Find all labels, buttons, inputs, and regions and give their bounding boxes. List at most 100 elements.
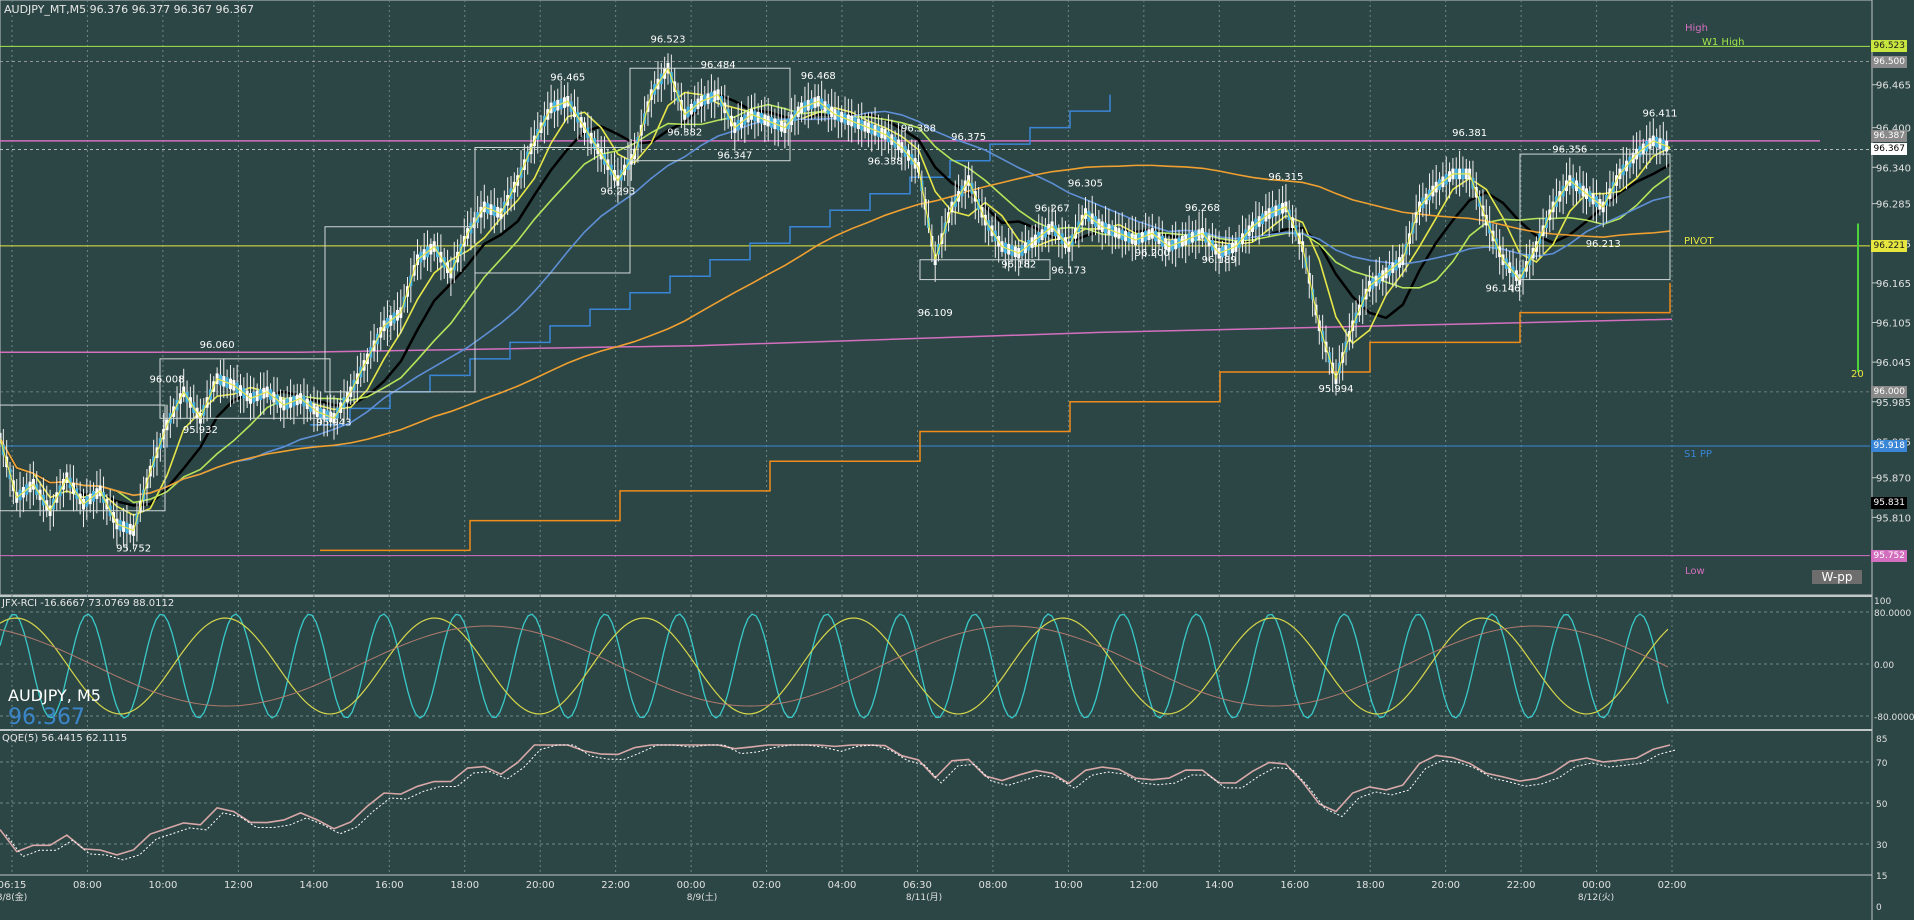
x-tick-label: 20:00 <box>1431 880 1460 891</box>
rci-yellow-line <box>0 617 1669 715</box>
y-tick-label: 96.400 <box>1876 124 1911 135</box>
qqe-axis-label: 70 <box>1876 759 1888 769</box>
ma-pink-line <box>0 318 1673 353</box>
y-tick-label: 96.105 <box>1876 319 1911 330</box>
qqe-signal-line <box>5 744 1677 861</box>
price-tag: 96.523 <box>1871 40 1907 53</box>
current-price: 96.367 <box>8 705 85 730</box>
price-annotation: 96.268 <box>1185 203 1220 214</box>
rci-axis-label: 0.00 <box>1874 661 1894 671</box>
date-label: 8/12(火) <box>1578 892 1614 903</box>
price-annotation: 95.752 <box>116 544 151 555</box>
level-low: Low <box>1685 566 1705 577</box>
price-tag: 96.367 <box>1871 143 1907 156</box>
y-tick-label: 96.045 <box>1876 358 1911 369</box>
price-annotation: 96.189 <box>1202 255 1237 266</box>
price-annotation: 96.382 <box>667 128 702 139</box>
x-tick-label: 18:00 <box>450 880 479 891</box>
range-box <box>919 259 1051 281</box>
x-tick-label: 08:00 <box>978 880 1007 891</box>
price-tag: 96.500 <box>1871 55 1907 68</box>
rci-label: JFX-RCI -16.6667 73.0769 88.0112 <box>2 598 175 609</box>
step-orange-line <box>320 282 1671 552</box>
qqe-axis-label: 30 <box>1876 841 1888 851</box>
qqe-axis-label: 15 <box>1876 872 1887 882</box>
x-tick-label: 18:00 <box>1356 880 1385 891</box>
x-tick-label: 00:00 <box>1582 880 1611 891</box>
price-annotation: 95.932 <box>183 425 218 436</box>
level-pivot: PIVOT <box>1684 236 1714 247</box>
price-annotation: 96.523 <box>651 34 686 45</box>
price-annotation: 96.315 <box>1268 172 1303 183</box>
price-annotation: 96.484 <box>701 60 736 71</box>
range-box <box>474 146 631 274</box>
price-line <box>0 66 1671 532</box>
price-annotation: 96.146 <box>1486 283 1521 294</box>
price-tag: 95.831 <box>1871 497 1907 510</box>
x-tick-label: 02:00 <box>1658 880 1687 891</box>
price-annotation: 96.347 <box>717 151 752 162</box>
range-box <box>0 404 166 512</box>
rci-brown-line <box>0 625 1669 707</box>
price-tag: 96.387 <box>1871 130 1907 143</box>
x-tick-label: 10:00 <box>1054 880 1083 891</box>
range-box <box>629 67 791 162</box>
price-annotation: 96.381 <box>1452 128 1487 139</box>
x-tick-label: 10:00 <box>148 880 177 891</box>
y-tick-label: 96.285 <box>1876 200 1911 211</box>
x-tick-label: 04:00 <box>828 880 857 891</box>
ma-line-2 <box>0 103 1671 504</box>
rci-axis-label: 100 <box>1874 597 1891 607</box>
price-annotation: 96.173 <box>1051 266 1086 277</box>
candle-body <box>0 432 2 444</box>
price-annotation: 96.060 <box>200 340 235 351</box>
price-annotation: 95.994 <box>1319 384 1354 395</box>
price-tag: 96.000 <box>1871 385 1907 398</box>
price-annotation: 96.468 <box>801 71 836 82</box>
y-tick-label: 96.465 <box>1876 81 1911 92</box>
rci-axis-label: 80.0000 <box>1874 609 1911 619</box>
level-s1: S1 PP <box>1684 449 1712 460</box>
x-tick-label: 06:30 <box>903 880 932 891</box>
main-panel-frame <box>0 0 1873 596</box>
range-box <box>1519 153 1671 281</box>
rci-axis-label: -80.0000 <box>1874 713 1914 723</box>
price-annotation: 96.213 <box>1586 239 1621 250</box>
price-tag: 96.221 <box>1871 239 1907 252</box>
qqe-axis-label: 85 <box>1876 735 1887 745</box>
wpp-badge[interactable]: W-pp <box>1812 570 1862 584</box>
range-box <box>324 226 476 393</box>
level-w1-high: W1 High <box>1702 37 1745 48</box>
ma-line-4 <box>0 164 1671 497</box>
y-tick-label: 95.985 <box>1876 398 1911 409</box>
price-annotation: 96.356 <box>1552 145 1587 156</box>
x-tick-label: 14:00 <box>299 880 328 891</box>
x-tick-label: 14:00 <box>1205 880 1234 891</box>
price-tag: 95.752 <box>1871 549 1907 562</box>
level-20: 20 <box>1851 369 1864 380</box>
x-tick-label: 22:00 <box>1507 880 1536 891</box>
price-annotation: 96.267 <box>1035 204 1070 215</box>
x-tick-label: 16:00 <box>1280 880 1309 891</box>
price-annotation: 96.008 <box>150 375 185 386</box>
ma-line-3 <box>0 110 1671 497</box>
price-annotation: 96.411 <box>1643 108 1678 119</box>
x-tick-label: 22:00 <box>601 880 630 891</box>
level-high: High <box>1685 23 1708 34</box>
qqe-axis-label: 0 <box>1876 903 1882 913</box>
y-tick-label: 95.810 <box>1876 513 1911 524</box>
price-tag: 95.918 <box>1871 440 1907 453</box>
price-annotation: 96.338 <box>868 157 903 168</box>
symbol-label: AUDJPY, M5 <box>8 686 101 705</box>
date-label: 8/9(土) <box>687 891 718 903</box>
x-tick-label: 00:00 <box>677 880 706 891</box>
x-tick-label: 02:00 <box>752 880 781 891</box>
qqe-axis-label: 50 <box>1876 800 1888 810</box>
x-tick-label: 20:00 <box>526 880 555 891</box>
price-annotation: 96.465 <box>550 73 585 84</box>
price-annotation: 96.388 <box>901 124 936 135</box>
y-tick-label: 96.340 <box>1876 163 1911 174</box>
ma-line-1 <box>0 91 1671 517</box>
x-tick-label: 16:00 <box>375 880 404 891</box>
